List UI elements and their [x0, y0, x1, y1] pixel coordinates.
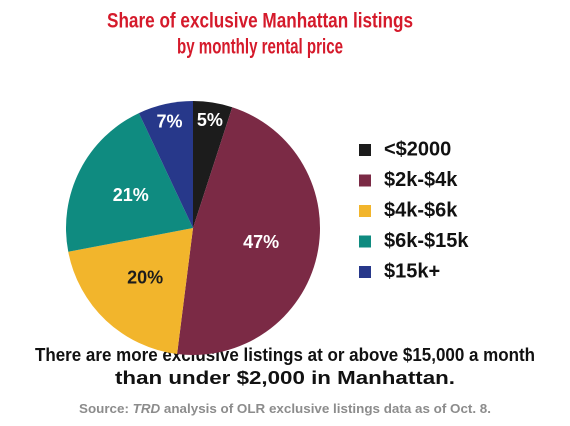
data-label: 7%	[156, 111, 182, 131]
pie-slice	[193, 101, 233, 228]
pie-slice	[138, 101, 193, 228]
source-text: Source:	[79, 401, 133, 416]
legend-label: $15k+	[384, 260, 440, 282]
chart-title: Share of exclusive Manhattan listings	[107, 10, 413, 33]
pie-slice	[177, 107, 321, 356]
legend-swatch	[359, 205, 371, 217]
legend-swatch	[359, 174, 371, 187]
legend-swatch	[359, 144, 371, 156]
data-label: 47%	[243, 232, 279, 252]
legend-swatch	[359, 266, 371, 278]
data-label: 5%	[197, 110, 223, 130]
legend-swatch	[359, 235, 371, 248]
source-text: TRD	[133, 401, 161, 416]
caption: than under $2,000 in Manhattan.	[115, 368, 455, 388]
data-label: 21%	[113, 185, 149, 205]
legend-label: $6k-$15k	[384, 230, 469, 252]
legend-label: $4k-$6k	[384, 199, 458, 221]
chart-title: by monthly rental price	[177, 36, 343, 59]
source-text: analysis of OLR exclusive listings data …	[160, 401, 491, 416]
caption: There are more exclusive listings at or …	[35, 345, 535, 365]
data-label: 20%	[127, 268, 163, 288]
legend-label: <$2000	[384, 138, 451, 160]
source: Source: TRD analysis of OLR exclusive li…	[79, 401, 491, 416]
pie-slice	[68, 228, 193, 354]
legend-label: $2k-$4k	[384, 169, 458, 191]
pie-slice	[66, 113, 193, 252]
